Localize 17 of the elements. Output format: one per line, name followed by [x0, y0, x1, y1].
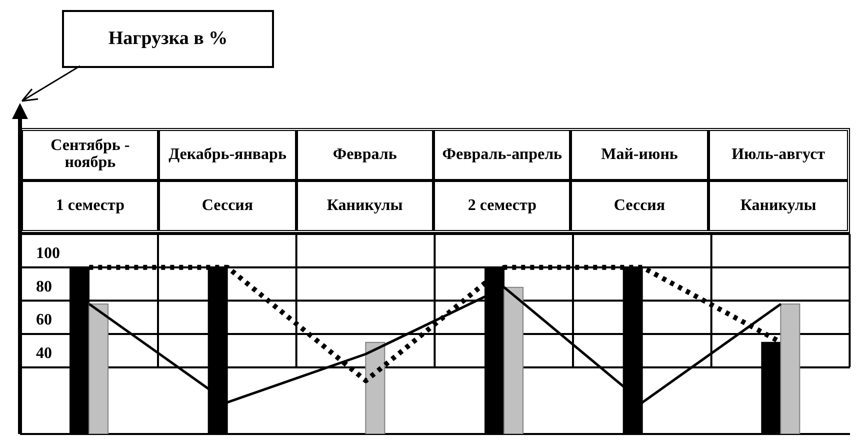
y-tick-label: 100	[36, 245, 60, 262]
y-tick-label: 40	[36, 345, 52, 362]
y-tick-label: 80	[36, 278, 52, 296]
x-tick-label: Февраль-апрель	[434, 131, 572, 182]
text: Каникулы	[298, 182, 435, 230]
text: 2 семестр	[434, 182, 572, 230]
text: Сессия	[160, 182, 298, 230]
text: 1 семестр	[23, 182, 160, 230]
x-tick-label: Декабрь-январь	[160, 131, 298, 182]
x-tick-label: Июль-август	[710, 131, 847, 182]
text: Каникулы	[739, 196, 818, 216]
x-tick-label: Февраль	[298, 131, 435, 182]
y-tick-label: 60	[36, 312, 52, 329]
y-axis-title: Нагрузка в %	[62, 10, 274, 68]
text: Сессия	[572, 182, 710, 230]
x-tick-label: Май-июнь	[572, 131, 710, 182]
x-tick-label: Сентябрь - ноябрь	[23, 131, 160, 182]
